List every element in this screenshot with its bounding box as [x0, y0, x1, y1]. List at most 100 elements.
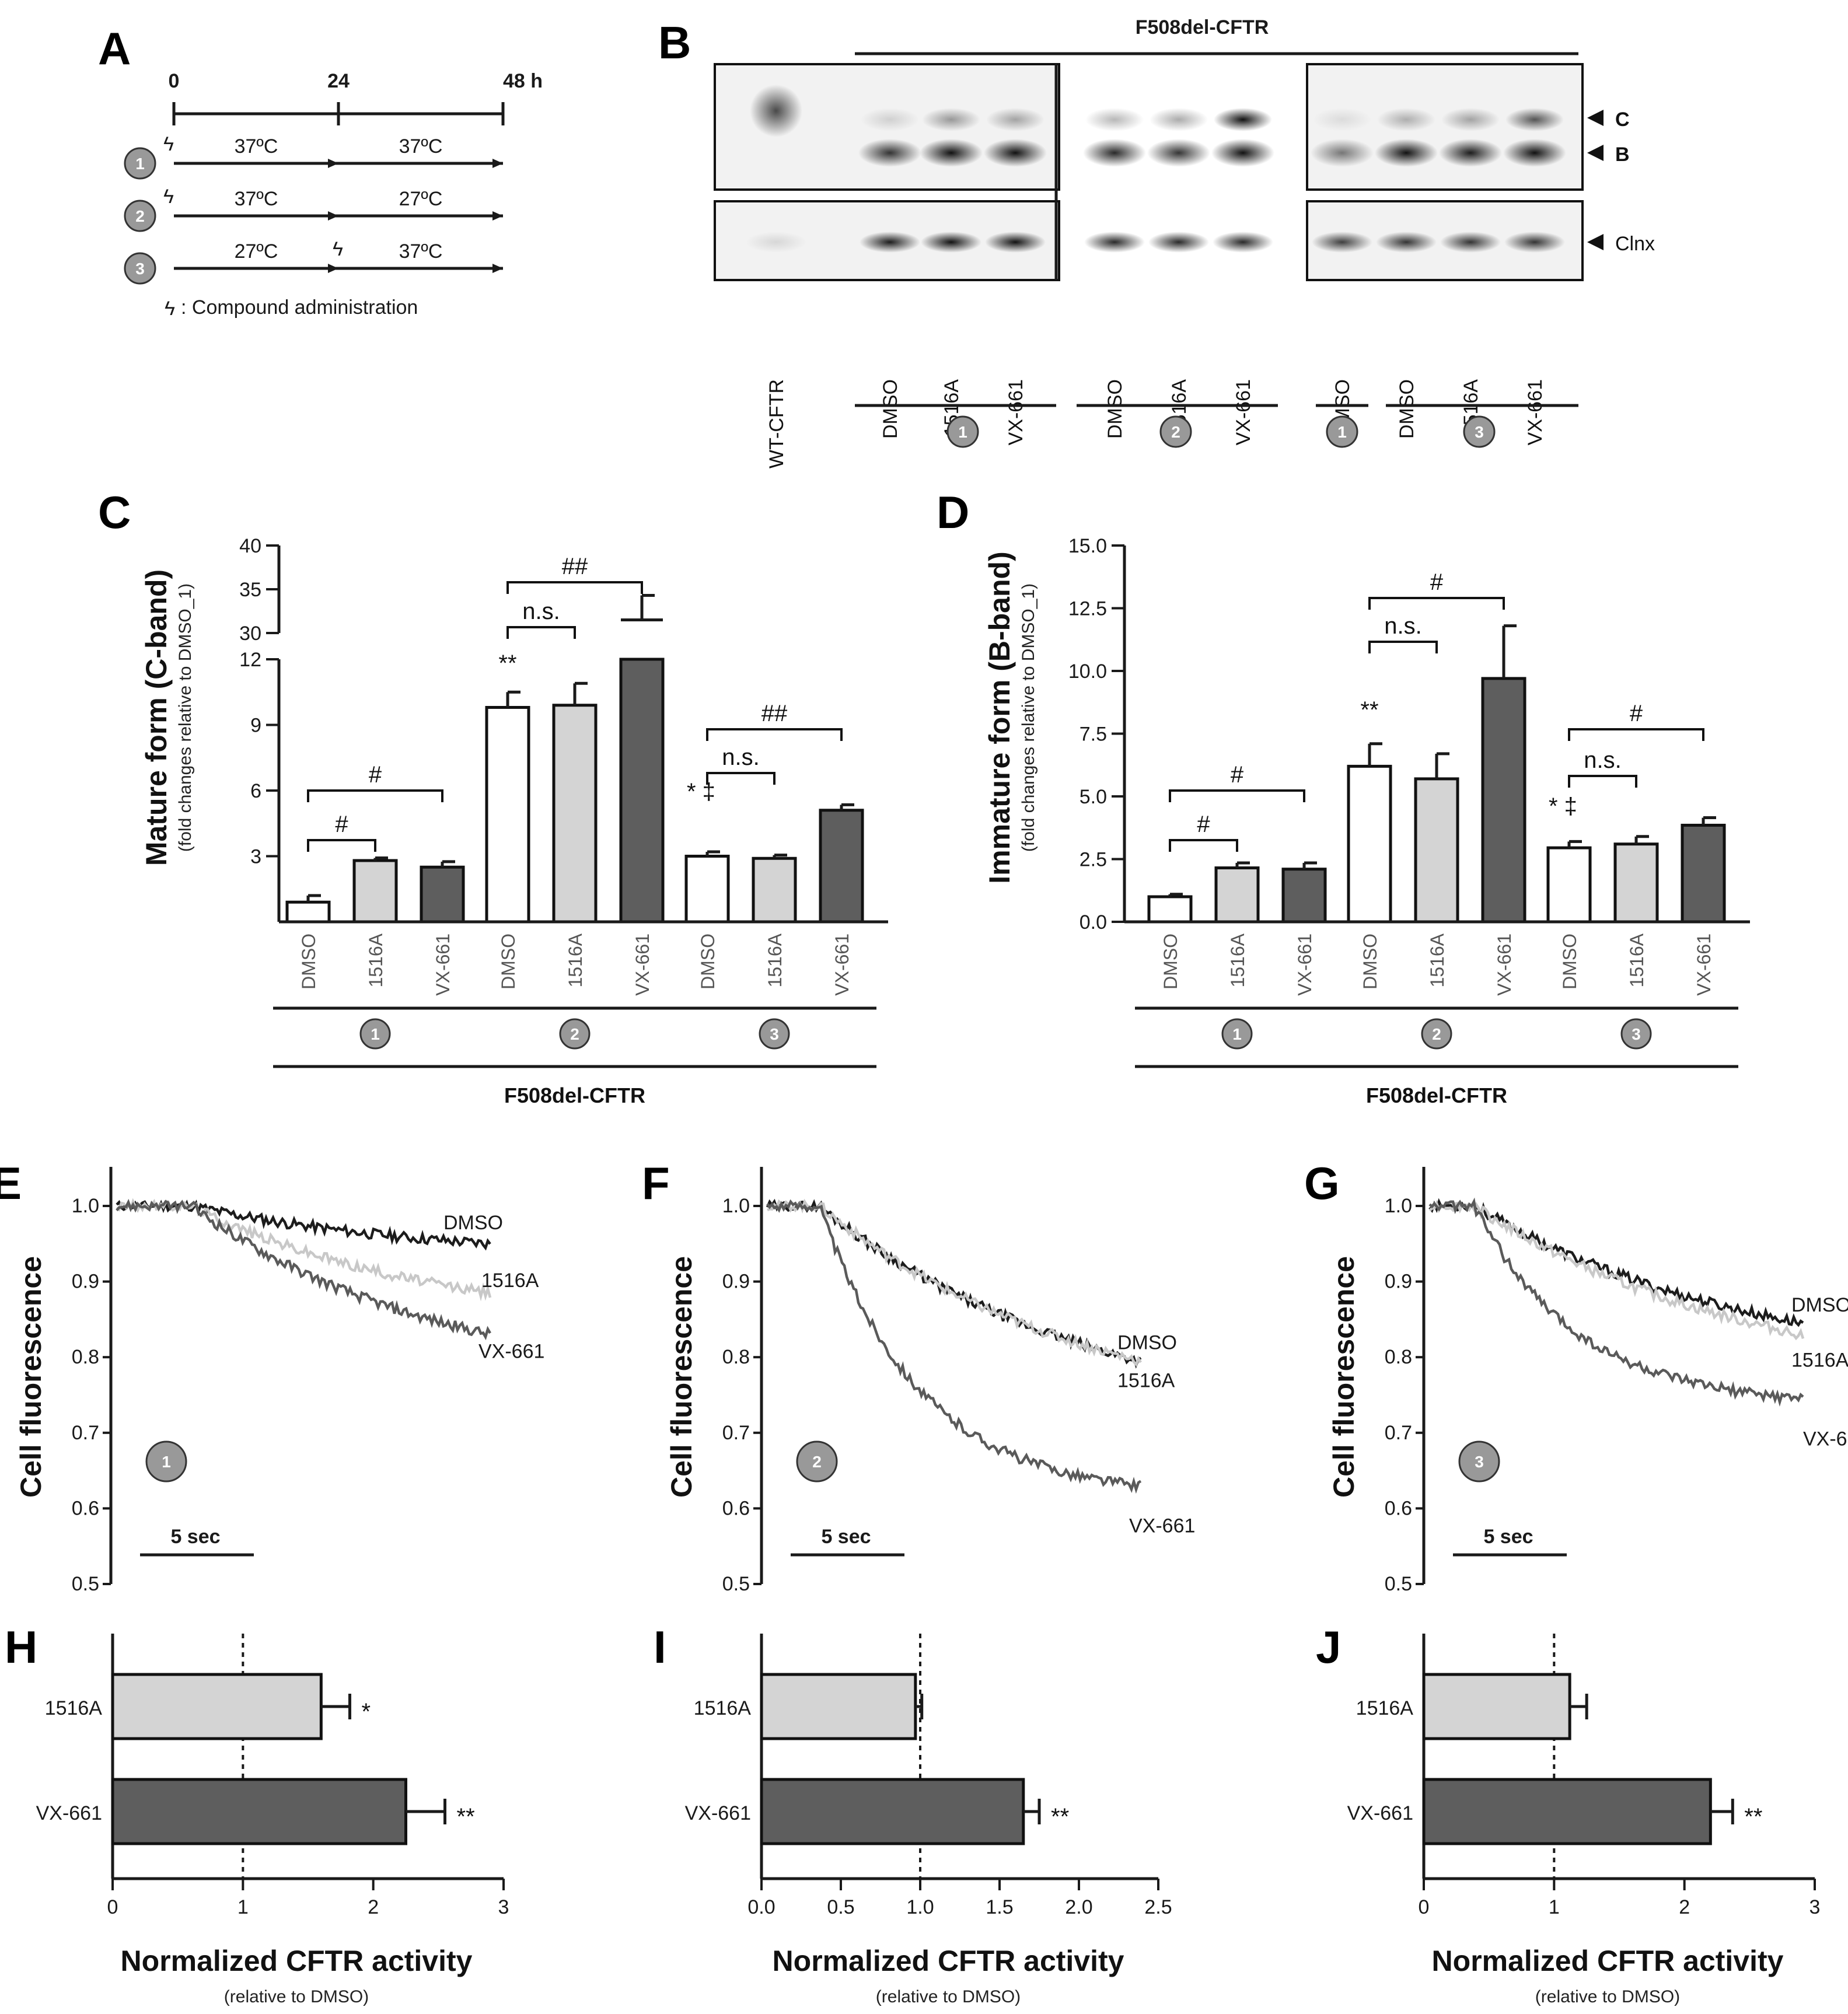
- sig-label: #: [1231, 762, 1244, 788]
- x-axis-label: Normalized CFTR activity: [1432, 1945, 1784, 1977]
- panel-label: I: [654, 1621, 666, 1673]
- panel-d-immature-form-chart: D 0.0 2.5 5.0 7.5 10.0 12.5 15.0 Immature form (…: [937, 487, 1750, 1107]
- y-tick-label: 3: [250, 846, 261, 868]
- x-tick-label: 1.5: [986, 1896, 1013, 1918]
- bar: [1546, 846, 1592, 924]
- significance-stars: **: [498, 651, 516, 676]
- category-label: VX-661: [1494, 933, 1515, 996]
- lane-label: DMSO: [1104, 379, 1126, 439]
- panel-label: A: [98, 23, 131, 74]
- panel-label: E: [0, 1158, 22, 1209]
- category-label: DMSO: [1559, 933, 1580, 989]
- panel-label: F: [642, 1158, 670, 1209]
- significance-stars: * ‡: [687, 779, 715, 805]
- category-label: 1516A: [1626, 933, 1647, 987]
- y-tick-label: 40: [239, 535, 261, 557]
- genotype-label: F508del-CFTR: [1366, 1083, 1507, 1107]
- y-tick-label: 0.9: [72, 1271, 99, 1293]
- y-axis-label: Cell fluorescence: [665, 1256, 698, 1498]
- series-label: 1516A: [481, 1270, 539, 1292]
- trace-line: [116, 1198, 491, 1341]
- trace-line: [1428, 1198, 1804, 1327]
- series-label: DMSO: [443, 1212, 503, 1234]
- panel-label: G: [1304, 1158, 1340, 1209]
- group-circle: [1159, 415, 1192, 448]
- significance-stars: **: [1744, 1804, 1762, 1830]
- group-circle: [1620, 1018, 1652, 1050]
- arrow-head: [328, 211, 338, 221]
- band-label: Clnx: [1615, 233, 1655, 255]
- bar: [1681, 823, 1726, 924]
- sig-label: n.s.: [522, 599, 560, 624]
- temperature-label: 27ºC: [399, 188, 443, 210]
- x-tick-label: 0: [1419, 1896, 1430, 1918]
- y-tick-label: 30: [239, 623, 261, 645]
- bar: [285, 900, 331, 924]
- scale-bar-label: 5 sec: [1483, 1526, 1533, 1548]
- bar: [1147, 895, 1193, 924]
- sig-bracket: [506, 581, 643, 594]
- x-tick-label: 1: [237, 1896, 249, 1918]
- panel-label: B: [658, 17, 691, 68]
- condition-number: 2: [135, 207, 145, 225]
- band-clnx: [1440, 232, 1501, 253]
- group-circle: [1221, 1018, 1253, 1050]
- y-tick-label: 6: [250, 780, 261, 802]
- y-tick-label: 1.0: [1385, 1195, 1412, 1217]
- y-tick-label: 0.5: [1385, 1573, 1412, 1595]
- bar: [752, 856, 797, 924]
- band-clnx: [1213, 232, 1273, 253]
- band-label: C: [1615, 109, 1630, 131]
- y-tick-label: 1.0: [72, 1195, 99, 1217]
- compound-legend: : Compound administration: [181, 296, 418, 319]
- lane-label: DMSO: [879, 379, 902, 439]
- band-b: [1375, 139, 1438, 167]
- condition-number: 2: [1171, 423, 1180, 441]
- sig-label: ##: [562, 554, 588, 579]
- band-clnx: [1148, 232, 1209, 253]
- band-marker: [1587, 234, 1604, 250]
- lightning-icon: ϟ: [333, 238, 343, 260]
- band-clnx: [1312, 232, 1372, 253]
- band-b: [858, 139, 921, 167]
- sig-label: ##: [761, 701, 788, 726]
- significance-stars: *: [361, 1699, 371, 1725]
- x-axis-sublabel: (relative to DMSO): [876, 1987, 1021, 2006]
- lane-label: DMSO: [1396, 379, 1418, 439]
- panel-e-fluorescence-trace: E 0.5 0.6 0.7 0.8 0.9 1.0 Cell fluorescence DMSO…: [0, 1158, 544, 1595]
- sig-bracket: [307, 789, 443, 802]
- y-tick-label: 0.8: [1385, 1346, 1412, 1368]
- category-label: DMSO: [697, 933, 718, 989]
- lane-label: WT-CFTR: [766, 379, 788, 468]
- x-tick-label: 0: [107, 1896, 118, 1918]
- band-c: [1505, 108, 1564, 131]
- panel-i-cftr-activity-chart: I 0.0 0.5 1.0 1.5 2.0 2.5 1516A VX-661 ** Normaliz…: [654, 1621, 1172, 2006]
- panel-label: C: [98, 487, 131, 538]
- y-tick-label: 0.9: [1385, 1271, 1412, 1293]
- y-tick-label: 0.6: [72, 1497, 99, 1519]
- category-label: DMSO: [498, 933, 519, 989]
- group-circle: [359, 1018, 391, 1050]
- group-circle: [1326, 415, 1358, 448]
- band-c: [1214, 108, 1272, 131]
- lightning-icon: ϟ: [165, 298, 175, 320]
- y-tick-label: 0.8: [722, 1346, 750, 1368]
- y-tick-label: 5.0: [1080, 786, 1107, 808]
- time-label: 24: [327, 70, 350, 92]
- bar: [1281, 868, 1327, 924]
- y-axis-sublabel: (fold changes relative to DMSO_1): [176, 583, 195, 852]
- sig-label: n.s.: [722, 744, 759, 770]
- bar: [1422, 1673, 1571, 1740]
- band-c: [1085, 108, 1144, 131]
- time-label: 48 h: [503, 70, 543, 92]
- x-tick-label: 1: [1549, 1896, 1560, 1918]
- sig-bracket: [706, 728, 843, 741]
- panel-f-fluorescence-trace: F 0.5 0.6 0.7 0.8 0.9 1.0 Cell fluorescence DMSO…: [642, 1158, 1195, 1595]
- category-label: 1516A: [1356, 1697, 1414, 1719]
- scale-bar-label: 5 sec: [821, 1526, 871, 1548]
- series-label: VX-661: [1129, 1515, 1195, 1537]
- panel-label: D: [937, 487, 969, 538]
- significance-stars: **: [1360, 697, 1378, 723]
- group-circle: [1463, 415, 1496, 448]
- lightning-icon: ϟ: [163, 186, 174, 208]
